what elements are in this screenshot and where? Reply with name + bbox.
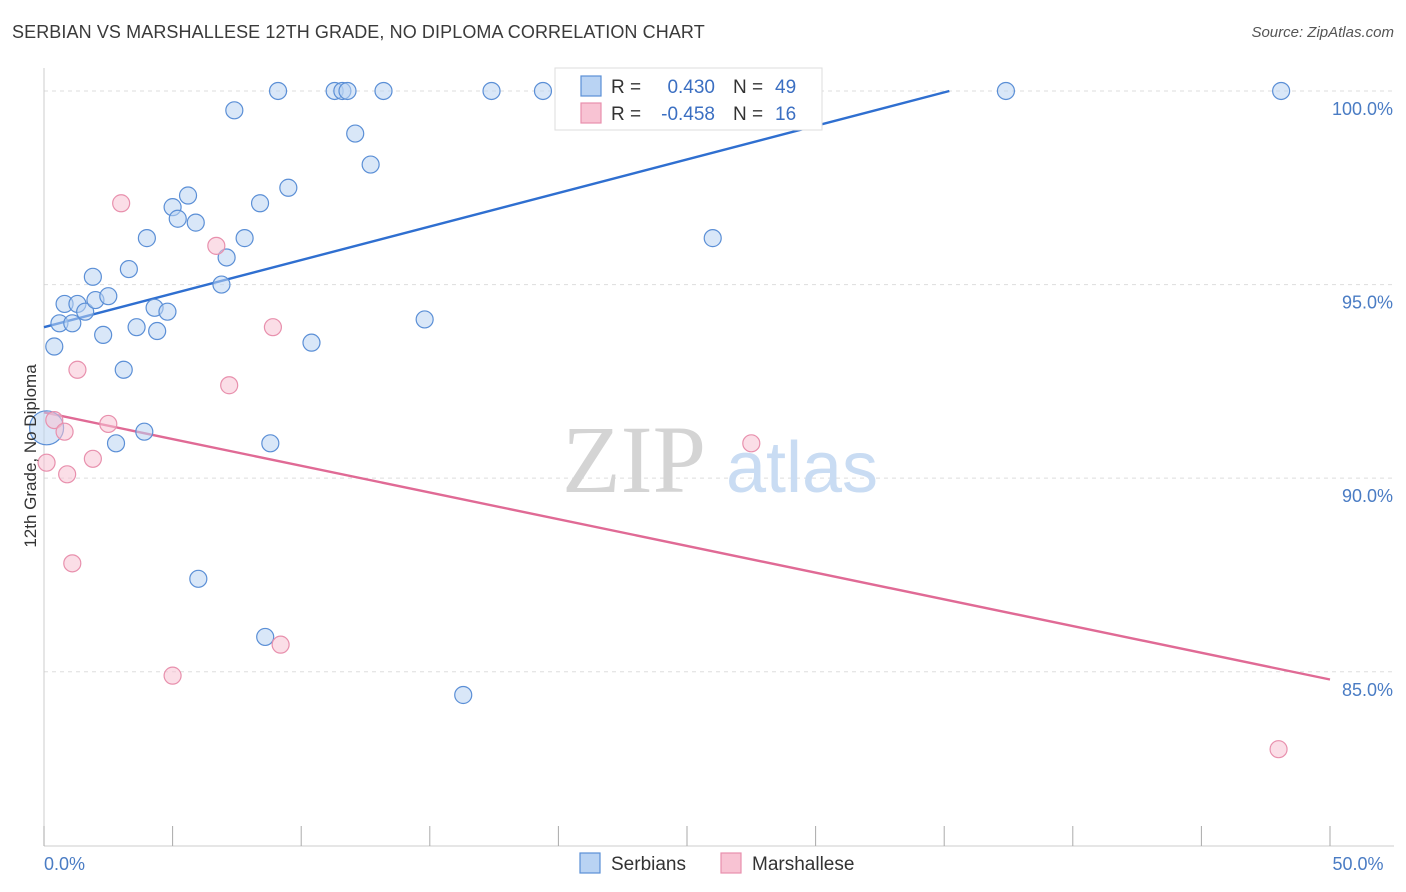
x-tick-label: 50.0% — [1332, 854, 1383, 874]
y-tick-label: 85.0% — [1342, 680, 1393, 700]
serbians-point — [279, 178, 298, 197]
serbians-point — [996, 81, 1016, 101]
marshallese-point — [220, 376, 239, 395]
serbians-point — [454, 685, 473, 705]
serbians-point — [186, 213, 205, 232]
serbians-point — [45, 337, 64, 356]
bottom-legend: Serbians Marshallese — [579, 852, 854, 875]
serbians-point — [1272, 81, 1291, 101]
points-layer — [28, 81, 1291, 759]
y-tick-label: 95.0% — [1342, 293, 1393, 313]
bottom-legend-swatch-marshallese — [720, 852, 742, 874]
marshallese-point — [99, 414, 118, 434]
marshallese-point — [55, 422, 74, 441]
serbians-point — [482, 81, 501, 101]
serbians-point — [302, 333, 321, 352]
serbians-point — [374, 81, 393, 101]
marshallese-point — [58, 465, 77, 484]
serbians-point — [268, 81, 288, 101]
serbians-point — [148, 321, 167, 341]
marshallese-point — [112, 194, 131, 213]
serbians-point — [225, 101, 244, 120]
serbians-point — [114, 360, 133, 379]
chart-title: SERBIAN VS MARSHALLESE 12TH GRADE, NO DI… — [12, 22, 705, 42]
legend-r-value-serbians: 0.430 — [667, 77, 715, 98]
marshallese-point — [263, 318, 283, 337]
serbians-point — [217, 248, 236, 267]
legend-n-label-serbians: N = — [733, 77, 763, 98]
legend-r-label-marshallese: R = — [611, 104, 641, 125]
marshallese-trend-line — [43, 411, 1331, 681]
y-tick-label: 90.0% — [1342, 486, 1393, 506]
x-tick-label: 0.0% — [44, 854, 85, 874]
serbians-point — [137, 229, 156, 248]
watermark-zip: ZIP — [562, 406, 706, 513]
marshallese-point — [1269, 740, 1288, 759]
marshallese-point — [83, 449, 102, 468]
serbians-point — [235, 229, 254, 248]
serbians-point — [158, 302, 177, 321]
serbians-point — [212, 275, 231, 294]
serbians-point — [703, 229, 722, 248]
bottom-legend-swatch-serbians — [579, 852, 601, 874]
serbians-point — [119, 259, 138, 279]
serbians-point — [415, 310, 434, 329]
serbians-point — [168, 209, 187, 228]
grid-layer — [44, 90, 1394, 673]
serbians-point — [338, 81, 357, 101]
axis-layer: 100.0% 95.0% 90.0% 85.0% 0.0% 50.0% — [43, 68, 1394, 874]
marshallese-point — [271, 635, 290, 654]
serbians-point — [99, 287, 118, 306]
serbians-point — [261, 434, 280, 453]
serbians-point — [76, 302, 95, 321]
marshallese-point — [207, 236, 226, 255]
serbians-point — [189, 569, 208, 588]
serbians-point — [94, 325, 113, 345]
marshallese-point — [45, 410, 64, 430]
marshallese-point — [37, 453, 56, 472]
bottom-legend-label-marshallese: Marshallese — [752, 854, 854, 875]
serbians-point — [83, 267, 102, 286]
legend-n-value-marshallese: 16 — [775, 104, 796, 125]
serbians-point — [256, 627, 275, 647]
marshallese-point — [163, 666, 182, 685]
serbians-point — [106, 434, 126, 453]
legend-swatch-marshallese — [580, 102, 602, 124]
serbians-point — [178, 186, 198, 205]
marshallese-point — [742, 434, 761, 453]
y-axis-label: 12th Grade, No Diploma — [21, 364, 40, 548]
legend-swatch-serbians — [580, 75, 602, 97]
bottom-legend-label-serbians: Serbians — [611, 854, 686, 875]
serbians-point — [63, 314, 82, 333]
marshallese-point — [68, 360, 87, 379]
marshallese-point — [63, 554, 82, 573]
watermark: ZIP atlas — [562, 406, 878, 513]
serbians-point — [135, 422, 154, 441]
y-tick-label: 100.0% — [1332, 99, 1393, 119]
legend-n-label-marshallese: N = — [733, 104, 763, 125]
legend-r-label-serbians: R = — [611, 77, 641, 98]
chart-source: Source: ZipAtlas.com — [1251, 24, 1394, 41]
legend-n-value-serbians: 49 — [775, 77, 796, 98]
legend-r-value-marshallese: -0.458 — [661, 104, 715, 125]
serbians-point — [361, 155, 380, 174]
serbians-point — [250, 194, 270, 213]
legend-box: R = 0.430 N = 49 R = -0.458 N = 16 — [554, 67, 823, 131]
serbians-point — [533, 81, 553, 101]
serbians-point — [346, 124, 365, 143]
serbians-point — [127, 318, 146, 337]
